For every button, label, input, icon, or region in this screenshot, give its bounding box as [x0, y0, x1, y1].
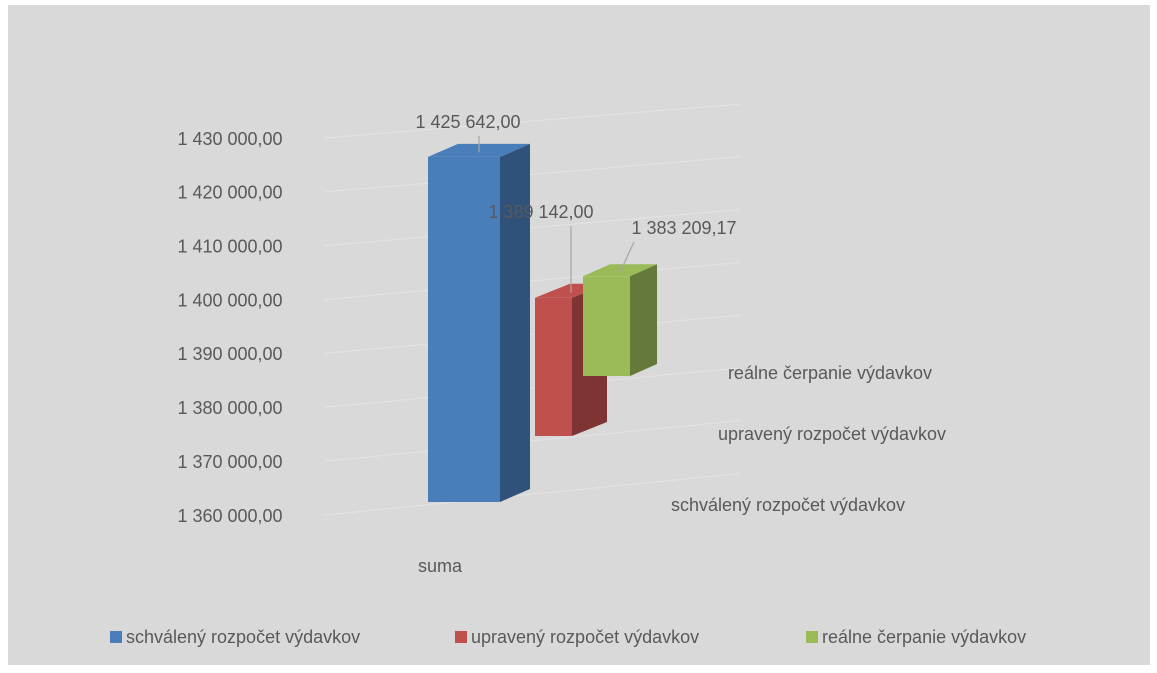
- y-tick-label: 1 400 000,00: [177, 290, 282, 310]
- bar-face: [535, 297, 572, 436]
- y-tick-label: 1 420 000,00: [177, 183, 282, 203]
- y-tick-label: 1 430 000,00: [177, 129, 282, 149]
- grid-line: [324, 420, 741, 462]
- legend-label: schválený rozpočet výdavkov: [126, 627, 360, 647]
- legend-swatch: [110, 631, 122, 643]
- bar: [428, 143, 530, 502]
- y-tick-label: 1 360 000,00: [177, 506, 282, 526]
- bar: [583, 264, 657, 376]
- legend-swatch: [806, 631, 818, 643]
- legend-label: reálne čerpanie výdavkov: [822, 627, 1026, 647]
- grid-line: [324, 314, 741, 354]
- data-label: 1 389 142,00: [488, 202, 593, 222]
- legend-swatch: [455, 631, 467, 643]
- y-tick-label: 1 410 000,00: [177, 236, 282, 256]
- legend-label: upravený rozpočet výdavkov: [471, 627, 699, 647]
- category-label: suma: [418, 556, 463, 576]
- grid-line: [324, 261, 741, 301]
- grid-line: [324, 367, 741, 408]
- depth-label: upravený rozpočet výdavkov: [718, 424, 946, 444]
- y-tick-label: 1 380 000,00: [177, 398, 282, 418]
- grid-line: [324, 103, 741, 139]
- grid-line: [324, 156, 741, 193]
- data-label: 1 425 642,00: [415, 112, 520, 132]
- bar-face: [500, 143, 530, 502]
- bar-face: [630, 264, 657, 376]
- bar-face: [583, 264, 657, 277]
- leader-line: [619, 241, 635, 273]
- y-tick-label: 1 390 000,00: [177, 344, 282, 364]
- bar-face: [583, 276, 630, 376]
- grid-line: [324, 209, 741, 247]
- grid-line: [324, 472, 741, 516]
- depth-label: schválený rozpočet výdavkov: [671, 495, 905, 515]
- data-label: 1 383 209,17: [631, 218, 736, 238]
- y-tick-label: 1 370 000,00: [177, 452, 282, 472]
- depth-label: reálne čerpanie výdavkov: [728, 363, 932, 383]
- bar-face: [428, 156, 500, 502]
